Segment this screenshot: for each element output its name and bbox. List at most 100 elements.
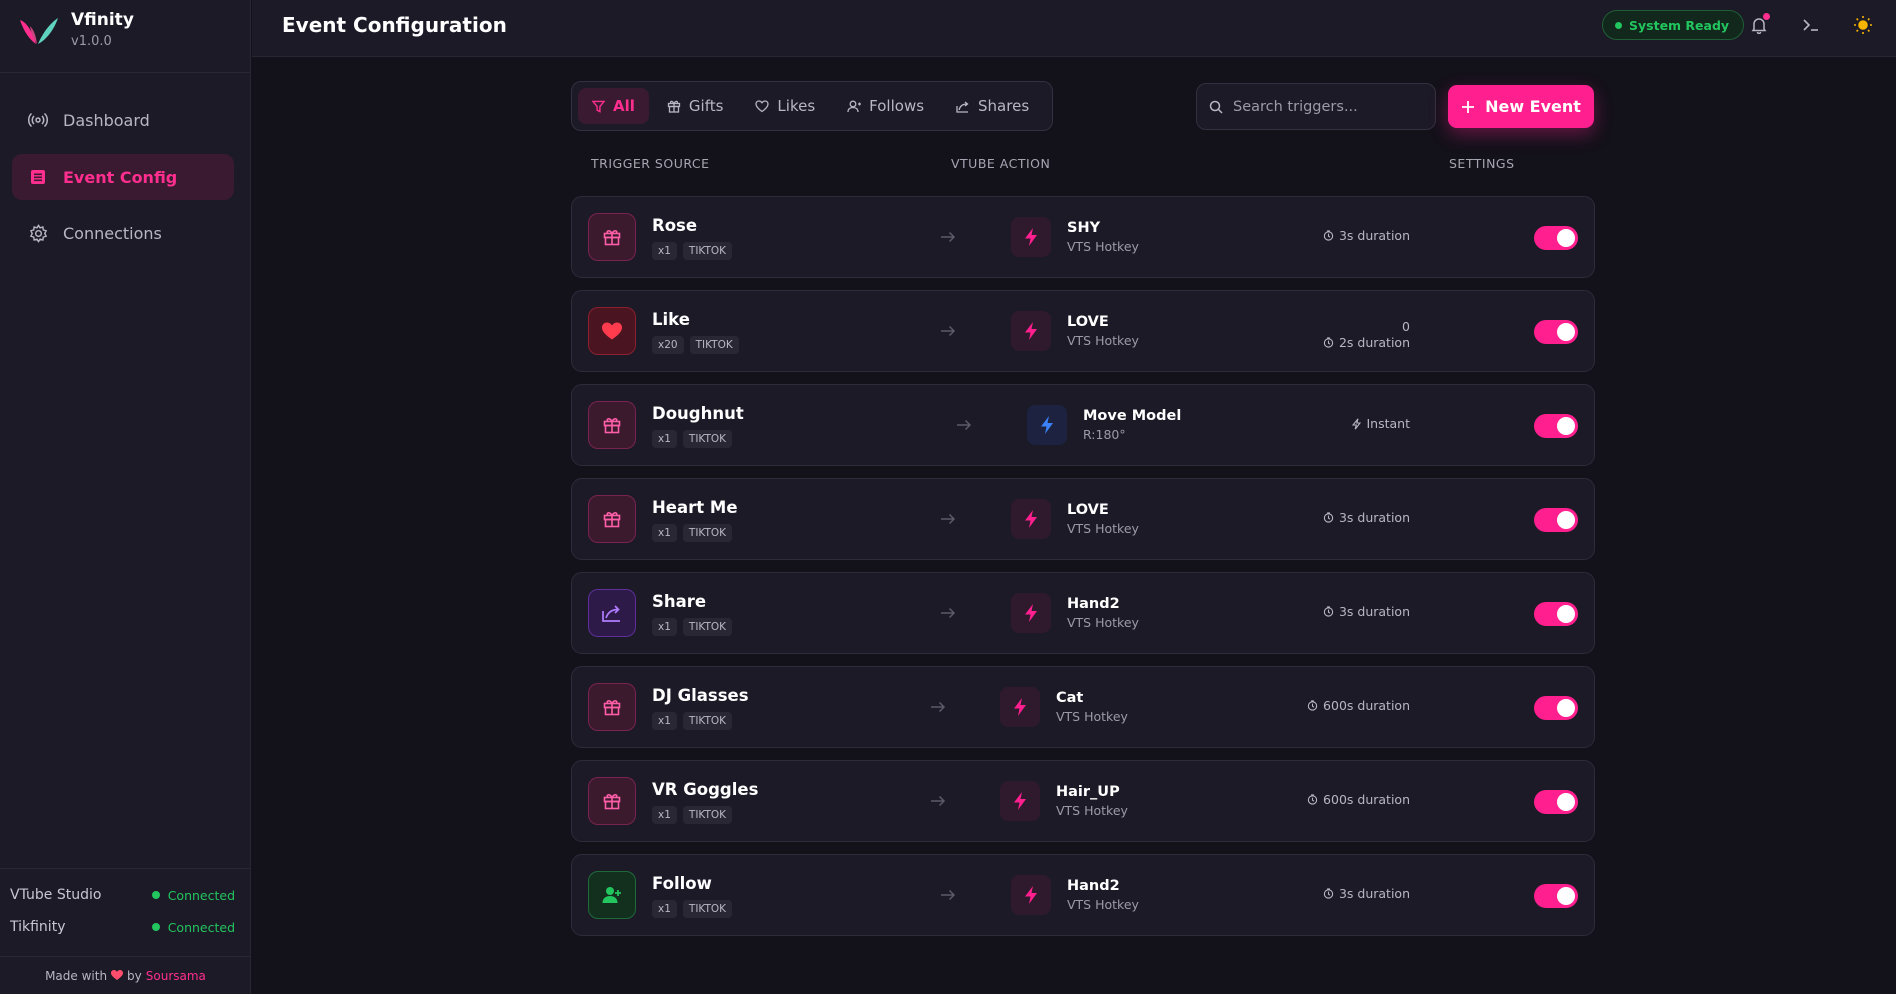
top-header: Event Configuration System Ready xyxy=(252,0,1896,57)
terminal-icon[interactable] xyxy=(1800,14,1822,36)
column-header-settings: SETTINGS xyxy=(1449,156,1515,171)
enable-toggle[interactable] xyxy=(1534,320,1578,344)
heart-icon xyxy=(111,970,124,980)
user-plus-icon xyxy=(588,871,636,919)
status-tikfinity: Tikfinity Connected xyxy=(10,919,235,935)
arrow-right-icon xyxy=(938,885,958,905)
filter-gifts[interactable]: Gifts xyxy=(653,88,738,124)
filter-likes[interactable]: Likes xyxy=(741,88,829,124)
sidebar-item-dashboard[interactable]: Dashboard xyxy=(12,97,234,143)
action-name: SHY xyxy=(1067,220,1101,236)
gift-icon xyxy=(588,777,636,825)
filter-icon xyxy=(592,100,605,113)
enable-toggle[interactable] xyxy=(1534,696,1578,720)
action-type: VTS Hotkey xyxy=(1067,897,1139,912)
footer-author-link[interactable]: Soursama xyxy=(145,968,206,983)
action-name: LOVE xyxy=(1067,502,1109,518)
trigger-tags: x1 TIKTOK xyxy=(652,242,733,260)
event-row[interactable]: Share x1 TIKTOK Hand2 VTS Hotkey 3s duration xyxy=(571,572,1595,654)
enable-toggle[interactable] xyxy=(1534,508,1578,532)
duration-label: 3s duration xyxy=(1323,886,1410,901)
gear-icon xyxy=(27,222,49,244)
enable-toggle[interactable] xyxy=(1534,414,1578,438)
enable-toggle[interactable] xyxy=(1534,790,1578,814)
clock-icon xyxy=(1323,606,1334,617)
filter-shares[interactable]: Shares xyxy=(942,88,1043,124)
trigger-tags: x1 TIKTOK xyxy=(652,806,733,824)
share-icon xyxy=(956,100,969,113)
sidebar-item-label: Dashboard xyxy=(63,110,150,130)
gift-icon xyxy=(588,213,636,261)
quantity-tag: x1 xyxy=(652,712,677,730)
platform-tag: TIKTOK xyxy=(689,336,739,354)
footer-made-with: Made with xyxy=(45,968,108,983)
lightning-icon xyxy=(1000,687,1040,727)
duration-text: Instant xyxy=(1366,416,1410,431)
duration-text: 600s duration xyxy=(1323,792,1410,807)
event-row[interactable]: Like x20 TIKTOK LOVE VTS Hotkey 0 2s duration xyxy=(571,290,1595,372)
filter-label: Follows xyxy=(869,97,925,115)
platform-tag: TIKTOK xyxy=(682,524,733,542)
filter-follows[interactable]: Follows xyxy=(833,88,938,124)
enable-toggle[interactable] xyxy=(1534,226,1578,250)
enable-toggle[interactable] xyxy=(1534,602,1578,626)
sidebar-item-event-config[interactable]: Event Config xyxy=(12,154,234,200)
new-event-button[interactable]: New Event xyxy=(1448,85,1594,128)
trigger-name: DJ Glasses xyxy=(652,686,749,705)
event-row[interactable]: VR Goggles x1 TIKTOK Hair_UP VTS Hotkey 600s … xyxy=(571,760,1595,842)
action-name: Hand2 xyxy=(1067,878,1120,894)
lightning-icon xyxy=(1011,875,1051,915)
action-name: Hair_UP xyxy=(1056,784,1120,800)
sun-icon[interactable] xyxy=(1852,14,1874,36)
search-input[interactable] xyxy=(1233,98,1423,115)
status-badge: Connected xyxy=(152,920,235,935)
lightning-icon xyxy=(1011,593,1051,633)
heart-outline-icon xyxy=(755,99,770,112)
gift-icon xyxy=(588,683,636,731)
clock-icon xyxy=(1307,794,1318,805)
trigger-name: Follow xyxy=(652,874,712,893)
lightning-icon xyxy=(1011,311,1051,351)
trigger-tags: x1 TIKTOK xyxy=(652,430,733,448)
app-version: v1.0.0 xyxy=(71,34,112,49)
trigger-tags: x20 TIKTOK xyxy=(652,336,739,354)
event-row[interactable]: Heart Me x1 TIKTOK LOVE VTS Hotkey 3s duratio… xyxy=(571,478,1595,560)
duration-text: 3s duration xyxy=(1338,228,1410,243)
connection-status-panel: VTube Studio Connected Tikfinity Connect… xyxy=(0,868,251,956)
bell-icon[interactable] xyxy=(1748,13,1770,36)
user-icon xyxy=(847,100,862,112)
quantity-tag: x20 xyxy=(652,336,684,354)
trigger-name: Heart Me xyxy=(652,498,738,517)
footer-by: by xyxy=(127,968,142,983)
event-row[interactable]: Doughnut x1 TIKTOK Move Model R:180° Instant xyxy=(571,384,1595,466)
duration-label: 600s duration xyxy=(1307,698,1410,713)
filter-label: All xyxy=(613,97,635,115)
duration-label: 3s duration xyxy=(1323,604,1410,619)
share-icon xyxy=(588,589,636,637)
quantity-tag: x1 xyxy=(652,806,677,824)
event-row[interactable]: DJ Glasses x1 TIKTOK Cat VTS Hotkey 600s dura… xyxy=(571,666,1595,748)
brand: Vfinity v1.0.0 xyxy=(0,0,251,73)
quantity-tag: x1 xyxy=(652,430,677,448)
action-name: Move Model xyxy=(1083,408,1182,424)
lightning-icon xyxy=(1000,781,1040,821)
search-box xyxy=(1196,83,1436,130)
trigger-name: Doughnut xyxy=(652,404,744,423)
lightning-icon xyxy=(1011,499,1051,539)
column-header-action: VTUBE ACTION xyxy=(951,156,1051,171)
clock-icon xyxy=(1323,888,1334,899)
action-type: VTS Hotkey xyxy=(1067,239,1139,254)
lightning-icon xyxy=(1027,405,1067,445)
sidebar-item-connections[interactable]: Connections xyxy=(12,210,234,256)
enable-toggle[interactable] xyxy=(1534,884,1578,908)
lightning-icon xyxy=(1011,217,1051,257)
event-row[interactable]: Rose x1 TIKTOK SHY VTS Hotkey 3s duration xyxy=(571,196,1595,278)
action-type: VTS Hotkey xyxy=(1056,803,1128,818)
status-vtube-studio: VTube Studio Connected xyxy=(10,887,235,903)
vfinity-logo-icon xyxy=(20,18,58,44)
clock-icon xyxy=(1323,337,1334,348)
event-row[interactable]: Follow x1 TIKTOK Hand2 VTS Hotkey 3s duration xyxy=(571,854,1595,936)
filter-all[interactable]: All xyxy=(578,88,649,124)
sidebar-item-label: Event Config xyxy=(63,167,178,187)
app-name: Vfinity xyxy=(71,10,134,30)
